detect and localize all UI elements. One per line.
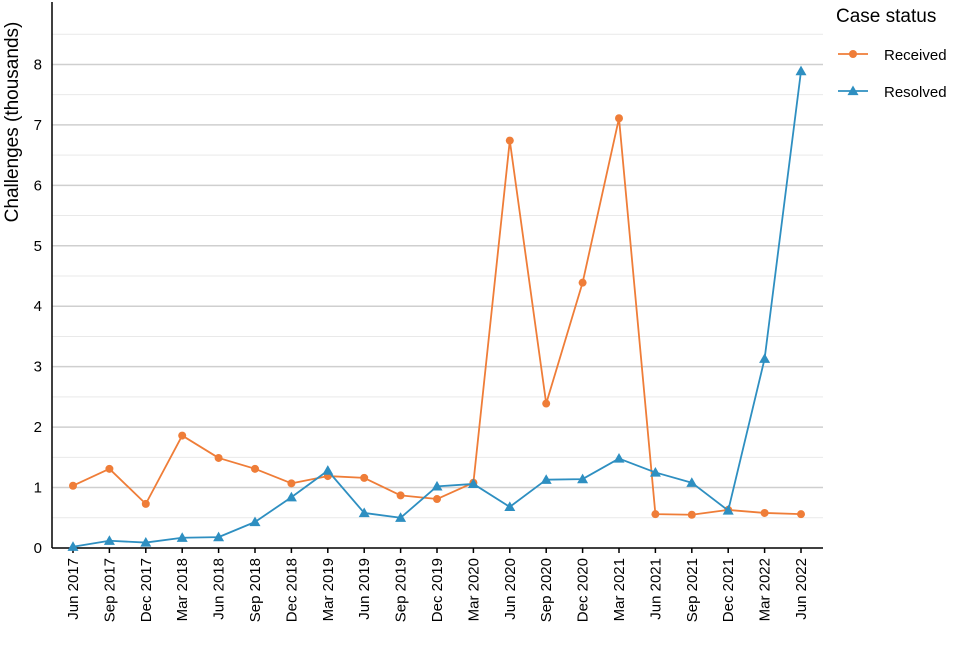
series-line-received bbox=[72, 117, 802, 516]
legend-item-received: Received bbox=[838, 47, 947, 64]
y-tick-label: 8 bbox=[34, 56, 42, 73]
data-point-resolved bbox=[140, 537, 152, 547]
x-tick-label: Jun 2018 bbox=[211, 558, 228, 620]
x-tick-label: Dec 2018 bbox=[283, 558, 300, 622]
legend-marker-resolved bbox=[847, 85, 859, 96]
data-point-received bbox=[360, 473, 369, 482]
x-tick-label: Sep 2021 bbox=[684, 558, 701, 622]
x-tick-label: Dec 2020 bbox=[575, 558, 592, 622]
x-tick-label: Mar 2019 bbox=[320, 558, 337, 621]
axes: 0 1 2 3 4 5 6 7 8 Jun 2017 Sep 2017 Dec 2017 Mar 201… bbox=[34, 2, 823, 622]
data-point-received bbox=[433, 495, 441, 504]
data-point-received bbox=[542, 399, 551, 408]
data-point-received bbox=[760, 508, 769, 517]
y-tick-label: 5 bbox=[34, 238, 42, 255]
y-tick-label: 7 bbox=[34, 117, 42, 134]
x-tick-label: Dec 2021 bbox=[720, 558, 737, 622]
y-tick-label: 3 bbox=[34, 359, 42, 376]
data-point-received bbox=[105, 464, 114, 473]
data-point-received bbox=[396, 491, 405, 500]
data-point-resolved bbox=[103, 535, 115, 545]
x-tick-label: Jun 2020 bbox=[502, 558, 519, 620]
x-tick-label: Mar 2018 bbox=[174, 558, 191, 621]
data-point-resolved bbox=[795, 65, 807, 76]
series bbox=[67, 65, 807, 551]
data-point-resolved bbox=[649, 466, 661, 477]
data-point-received bbox=[615, 114, 623, 123]
series-resolved bbox=[67, 65, 807, 551]
data-point-resolved bbox=[249, 516, 261, 527]
x-tick-label: Dec 2017 bbox=[138, 558, 155, 622]
x-tick-label: Mar 2022 bbox=[757, 558, 774, 621]
data-point-received bbox=[251, 464, 259, 473]
data-point-resolved bbox=[577, 473, 589, 484]
x-tick-label: Jun 2022 bbox=[793, 558, 810, 620]
data-point-resolved bbox=[395, 512, 407, 522]
data-point-received bbox=[141, 499, 150, 508]
series-line-resolved bbox=[72, 70, 802, 548]
data-point-received bbox=[287, 479, 296, 488]
grid bbox=[52, 33, 823, 519]
x-tick-label: Sep 2020 bbox=[538, 558, 555, 622]
x-tick-label: Mar 2021 bbox=[611, 558, 628, 621]
data-point-resolved bbox=[722, 505, 734, 515]
legend-label-resolved: Resolved bbox=[884, 84, 947, 101]
data-point-received bbox=[178, 431, 187, 440]
data-point-received bbox=[505, 136, 514, 145]
data-point-resolved bbox=[613, 453, 625, 463]
data-point-resolved bbox=[176, 532, 188, 542]
data-point-resolved bbox=[213, 531, 225, 542]
data-point-received bbox=[651, 510, 660, 519]
x-tick-label: Mar 2020 bbox=[465, 558, 482, 621]
data-point-resolved bbox=[358, 507, 370, 518]
data-point-resolved bbox=[686, 477, 698, 487]
legend-marker-received bbox=[849, 50, 857, 58]
x-tick-label: Dec 2019 bbox=[429, 558, 446, 622]
x-tick-label: Jun 2021 bbox=[647, 558, 664, 620]
legend: Case status Received Resolved bbox=[836, 6, 947, 101]
data-point-resolved bbox=[67, 541, 79, 551]
data-point-resolved bbox=[431, 480, 443, 491]
data-point-received bbox=[797, 510, 805, 519]
y-tick-label: 6 bbox=[34, 177, 42, 194]
y-tick-label: 0 bbox=[34, 540, 42, 557]
x-tick-label: Jun 2019 bbox=[356, 558, 373, 620]
x-tick-label: Sep 2017 bbox=[101, 558, 118, 622]
series-received bbox=[69, 114, 805, 519]
data-point-resolved bbox=[759, 353, 771, 363]
data-point-received bbox=[687, 510, 696, 519]
x-tick-label: Sep 2018 bbox=[247, 558, 264, 622]
data-point-resolved bbox=[285, 491, 297, 502]
data-point-resolved bbox=[322, 465, 334, 475]
data-point-received bbox=[578, 278, 587, 287]
y-tick-label: 1 bbox=[34, 480, 42, 497]
x-tick-label: Jun 2017 bbox=[65, 558, 82, 620]
y-tick-label: 4 bbox=[34, 298, 42, 315]
y-axis-title: Challenges (thousands) bbox=[2, 22, 23, 223]
legend-title: Case status bbox=[836, 6, 936, 27]
data-point-received bbox=[214, 453, 223, 462]
x-tick-label: Sep 2019 bbox=[393, 558, 410, 622]
legend-item-resolved: Resolved bbox=[838, 84, 947, 101]
data-point-received bbox=[69, 481, 77, 490]
data-point-resolved bbox=[504, 501, 516, 512]
data-point-resolved bbox=[540, 474, 552, 484]
data-point-resolved bbox=[467, 478, 479, 489]
y-tick-label: 2 bbox=[34, 419, 42, 436]
legend-label-received: Received bbox=[884, 47, 947, 64]
